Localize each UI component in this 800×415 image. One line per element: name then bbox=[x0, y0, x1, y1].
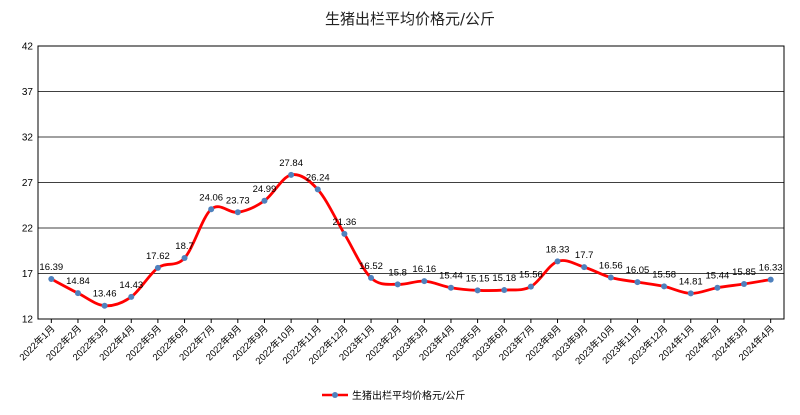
data-point bbox=[368, 274, 375, 281]
data-point bbox=[607, 274, 614, 281]
data-point bbox=[288, 171, 295, 178]
data-point bbox=[261, 197, 268, 204]
gridlines bbox=[38, 91, 784, 274]
data-point bbox=[527, 283, 534, 290]
y-tick-label: 22 bbox=[22, 224, 34, 235]
series-group bbox=[48, 171, 774, 309]
y-tick-label: 32 bbox=[22, 133, 34, 144]
data-label: 24.99 bbox=[253, 184, 277, 195]
data-point bbox=[714, 284, 721, 291]
legend-marker-swatch bbox=[332, 392, 338, 398]
data-label: 13.46 bbox=[93, 289, 117, 300]
data-label: 15.18 bbox=[492, 273, 516, 284]
data-label: 17.62 bbox=[146, 251, 170, 262]
data-label: 15.58 bbox=[652, 269, 676, 280]
data-point bbox=[314, 186, 321, 193]
data-label: 17.7 bbox=[575, 250, 594, 261]
y-tick-label: 27 bbox=[22, 178, 34, 189]
data-point bbox=[74, 290, 81, 297]
data-point bbox=[421, 278, 428, 285]
data-point bbox=[128, 293, 135, 300]
data-point bbox=[581, 264, 588, 271]
data-label: 24.06 bbox=[199, 192, 223, 203]
data-label: 16.39 bbox=[39, 262, 63, 273]
data-point bbox=[341, 230, 348, 237]
data-label: 18.7 bbox=[175, 241, 194, 252]
series-line bbox=[50, 173, 771, 308]
x-axis: 2022年1月2022年2月2022年3月2022年4月2022年5月2022年… bbox=[17, 319, 777, 367]
data-label: 15.44 bbox=[706, 271, 730, 282]
data-point bbox=[181, 255, 188, 262]
data-label: 14.84 bbox=[66, 276, 90, 287]
data-point bbox=[741, 280, 748, 287]
data-label: 26.24 bbox=[306, 172, 330, 183]
y-axis: 12 17 22 27 32 37 42 bbox=[22, 42, 34, 326]
data-point bbox=[661, 283, 668, 290]
data-point bbox=[634, 279, 641, 286]
data-point bbox=[554, 258, 561, 265]
data-point bbox=[394, 281, 401, 288]
data-label: 14.81 bbox=[679, 276, 703, 287]
legend-series-label: 生猪出栏平均价格元/公斤 bbox=[352, 389, 465, 402]
data-label: 16.33 bbox=[759, 263, 783, 274]
data-label: 23.73 bbox=[226, 195, 250, 206]
data-label: 15.56 bbox=[519, 270, 543, 281]
data-point bbox=[208, 206, 215, 213]
data-point bbox=[101, 302, 108, 309]
y-tick-label: 42 bbox=[22, 42, 34, 53]
data-label: 21.36 bbox=[333, 217, 357, 228]
data-label: 16.05 bbox=[626, 265, 650, 276]
data-label: 16.56 bbox=[599, 261, 623, 272]
data-label: 16.52 bbox=[359, 261, 383, 272]
data-label: 15.15 bbox=[466, 273, 490, 284]
data-label: 27.84 bbox=[279, 158, 303, 169]
data-point bbox=[687, 290, 694, 297]
y-tick-label: 12 bbox=[22, 315, 34, 326]
chart-title: 生猪出栏平均价格元/公斤 bbox=[325, 10, 495, 28]
data-point bbox=[767, 276, 774, 283]
data-label: 15.85 bbox=[732, 267, 756, 278]
data-point bbox=[501, 287, 508, 294]
data-label: 16.16 bbox=[412, 264, 436, 275]
data-label: 15.44 bbox=[439, 271, 463, 282]
y-tick-label: 17 bbox=[22, 269, 34, 280]
data-label: 15.8 bbox=[388, 267, 407, 278]
data-label: 14.43 bbox=[119, 280, 143, 291]
data-point bbox=[234, 209, 241, 216]
data-label: 18.33 bbox=[546, 244, 570, 255]
data-point bbox=[48, 276, 55, 283]
legend: 生猪出栏平均价格元/公斤 bbox=[322, 389, 465, 402]
data-point bbox=[474, 287, 481, 294]
plot-area bbox=[37, 45, 785, 320]
y-tick-label: 37 bbox=[22, 87, 34, 98]
data-point bbox=[154, 264, 161, 271]
data-point bbox=[447, 284, 454, 291]
